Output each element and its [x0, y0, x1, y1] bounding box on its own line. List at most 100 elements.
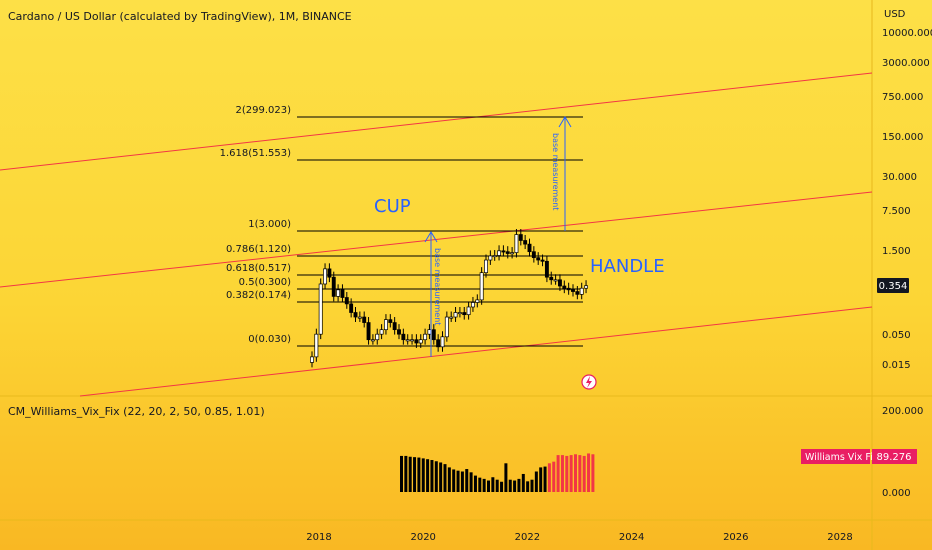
candle-body[interactable] — [466, 306, 471, 316]
candle-body[interactable] — [331, 276, 336, 297]
candle-body[interactable] — [484, 259, 488, 274]
candle-body[interactable] — [418, 339, 423, 344]
vix-bar[interactable] — [517, 478, 521, 492]
vix-bar[interactable] — [430, 460, 434, 492]
time-axis[interactable]: 2018 2020 2022 2024 2026 2028 — [306, 532, 852, 543]
candle-body[interactable] — [457, 312, 462, 315]
vix-bar[interactable] — [421, 458, 425, 492]
candle-body[interactable] — [575, 291, 580, 295]
candle-body[interactable] — [375, 333, 380, 341]
candle-body[interactable] — [310, 356, 314, 363]
cup-label[interactable]: CUP — [374, 196, 411, 217]
candle-body[interactable] — [510, 252, 515, 255]
measure-1[interactable]: base measurement — [424, 231, 442, 357]
candle-body[interactable] — [410, 339, 415, 342]
vix-bar[interactable] — [587, 453, 591, 492]
indicator-histogram[interactable] — [400, 453, 595, 493]
candle-body[interactable] — [536, 257, 541, 261]
vix-bar[interactable] — [452, 469, 456, 492]
candle-body[interactable] — [444, 316, 449, 338]
vix-bar[interactable] — [434, 461, 438, 492]
candle-body[interactable] — [414, 339, 419, 344]
candle-body[interactable] — [523, 240, 528, 245]
vix-bar[interactable] — [426, 459, 430, 492]
vix-bar[interactable] — [469, 472, 473, 492]
vix-bar[interactable] — [560, 455, 564, 492]
candle-body[interactable] — [384, 319, 388, 331]
candle-body[interactable] — [423, 333, 428, 341]
vix-bar[interactable] — [543, 466, 547, 492]
vix-bar[interactable] — [574, 454, 577, 492]
candle-body[interactable] — [571, 289, 575, 292]
vix-bar[interactable] — [456, 470, 460, 492]
vix-bar[interactable] — [539, 467, 543, 492]
candle-body[interactable] — [527, 243, 532, 253]
candle-body[interactable] — [579, 287, 584, 295]
vix-bar[interactable] — [569, 455, 573, 492]
candle-body[interactable] — [327, 268, 332, 278]
vix-bar[interactable] — [460, 471, 464, 493]
candle-body[interactable] — [344, 297, 349, 305]
vix-bar[interactable] — [534, 471, 538, 493]
vix-bar[interactable] — [465, 469, 469, 492]
candle-body[interactable] — [584, 285, 589, 289]
vix-bar[interactable] — [504, 463, 508, 492]
candle-body[interactable] — [557, 279, 562, 287]
vix-bar[interactable] — [513, 480, 517, 492]
candle-body[interactable] — [401, 333, 406, 341]
candle-body[interactable] — [349, 303, 354, 313]
candle-body[interactable] — [553, 279, 558, 282]
price-axis[interactable]: 10000.000 3000.000 750.000 150.000 30.000 7.5… — [882, 28, 932, 371]
vix-bar[interactable] — [404, 455, 408, 492]
vix-bar[interactable] — [500, 481, 504, 492]
candle-body[interactable] — [497, 250, 502, 256]
candle-body[interactable] — [431, 329, 436, 341]
candle-body[interactable] — [318, 283, 323, 335]
candle-body[interactable] — [362, 316, 367, 323]
vix-bar[interactable] — [578, 455, 582, 492]
vix-bar[interactable] — [473, 475, 477, 492]
candle-body[interactable] — [397, 329, 401, 335]
candle-body[interactable] — [471, 302, 475, 308]
vix-bar[interactable] — [526, 481, 530, 492]
vix-bar[interactable] — [491, 477, 495, 492]
vix-bar[interactable] — [556, 455, 560, 492]
candle-body[interactable] — [488, 255, 493, 261]
vix-bar[interactable] — [447, 467, 451, 492]
vix-bar[interactable] — [565, 455, 569, 492]
candle-body[interactable] — [475, 299, 480, 303]
vix-bar[interactable] — [443, 464, 447, 492]
candle-body[interactable] — [405, 339, 410, 342]
candle-body[interactable] — [449, 316, 454, 319]
vix-bar[interactable] — [552, 461, 556, 492]
vix-bar[interactable] — [521, 473, 525, 492]
candle-body[interactable] — [562, 285, 567, 289]
candle-body[interactable] — [388, 319, 393, 323]
candle-body[interactable] — [323, 268, 328, 285]
candle-body[interactable] — [353, 312, 358, 318]
vix-bar[interactable] — [508, 479, 512, 492]
candle-body[interactable] — [314, 333, 319, 358]
vix-bar[interactable] — [417, 457, 421, 492]
candle-body[interactable] — [336, 289, 341, 297]
vix-bar[interactable] — [591, 454, 595, 492]
candles[interactable] — [310, 229, 589, 368]
vix-bar[interactable] — [530, 479, 534, 492]
vix-bar[interactable] — [487, 480, 490, 492]
vix-bar[interactable] — [482, 478, 486, 492]
candle-body[interactable] — [505, 251, 510, 254]
candle-body[interactable] — [436, 339, 441, 348]
candle-body[interactable] — [540, 259, 545, 262]
candle-body[interactable] — [440, 336, 445, 348]
vix-bar[interactable] — [439, 462, 443, 492]
candle-body[interactable] — [514, 234, 519, 253]
vix-bar[interactable] — [478, 477, 482, 492]
measure-2[interactable]: base measurement — [551, 116, 572, 231]
candle-body[interactable] — [357, 316, 362, 319]
vix-bar[interactable] — [582, 455, 586, 492]
vix-bar[interactable] — [413, 457, 417, 492]
candle-body[interactable] — [340, 289, 345, 298]
candle-body[interactable] — [501, 250, 506, 253]
lightning-icon[interactable] — [581, 374, 597, 390]
vix-bar[interactable] — [495, 479, 499, 492]
